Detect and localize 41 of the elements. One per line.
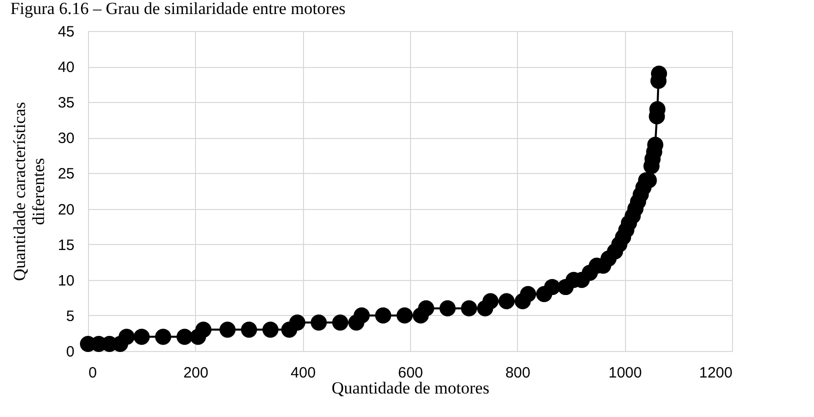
y-tick-label: 25 <box>58 166 74 183</box>
x-tick-label: 200 <box>183 364 208 382</box>
point <box>482 293 499 310</box>
point <box>440 300 456 316</box>
x-tick-label: 400 <box>290 364 316 382</box>
point <box>176 328 193 345</box>
point <box>418 300 434 316</box>
y-tick-label: 10 <box>58 272 74 290</box>
y-tick-label: 35 <box>58 94 74 112</box>
point <box>544 278 560 296</box>
point <box>118 328 135 345</box>
point <box>310 314 327 331</box>
point <box>240 322 258 338</box>
y-tick-label: 5 <box>66 308 74 325</box>
point <box>134 328 150 345</box>
point <box>460 300 478 316</box>
point <box>375 307 392 324</box>
y-tick-label: 40 <box>58 59 74 76</box>
point <box>195 322 212 338</box>
y-tick-label: 15 <box>58 236 74 254</box>
point <box>332 314 348 331</box>
x-tick-label: 0 <box>88 364 97 382</box>
point <box>262 322 279 338</box>
point <box>396 307 413 324</box>
x-tick-label: 1000 <box>608 364 642 382</box>
y-tick-label: 20 <box>58 201 74 218</box>
x-tick-label: 1200 <box>699 364 732 382</box>
point <box>289 314 306 331</box>
point <box>219 322 236 338</box>
x-tick-label: 800 <box>505 364 530 382</box>
y-tick-label: 0 <box>66 344 74 360</box>
point <box>498 293 515 310</box>
y-tick-label: 30 <box>58 130 74 148</box>
point <box>354 307 370 324</box>
y-axis-title: Quantidade características diferentes <box>10 102 48 281</box>
x-axis-title: Quantidade de motores <box>332 378 490 398</box>
point <box>520 286 536 302</box>
point <box>155 328 172 345</box>
x-tick-label: 600 <box>398 364 424 382</box>
y-tick-label: 45 <box>58 24 74 40</box>
chart-title: Figura 6.16 – Grau de similaridade entre motores <box>10 0 346 18</box>
